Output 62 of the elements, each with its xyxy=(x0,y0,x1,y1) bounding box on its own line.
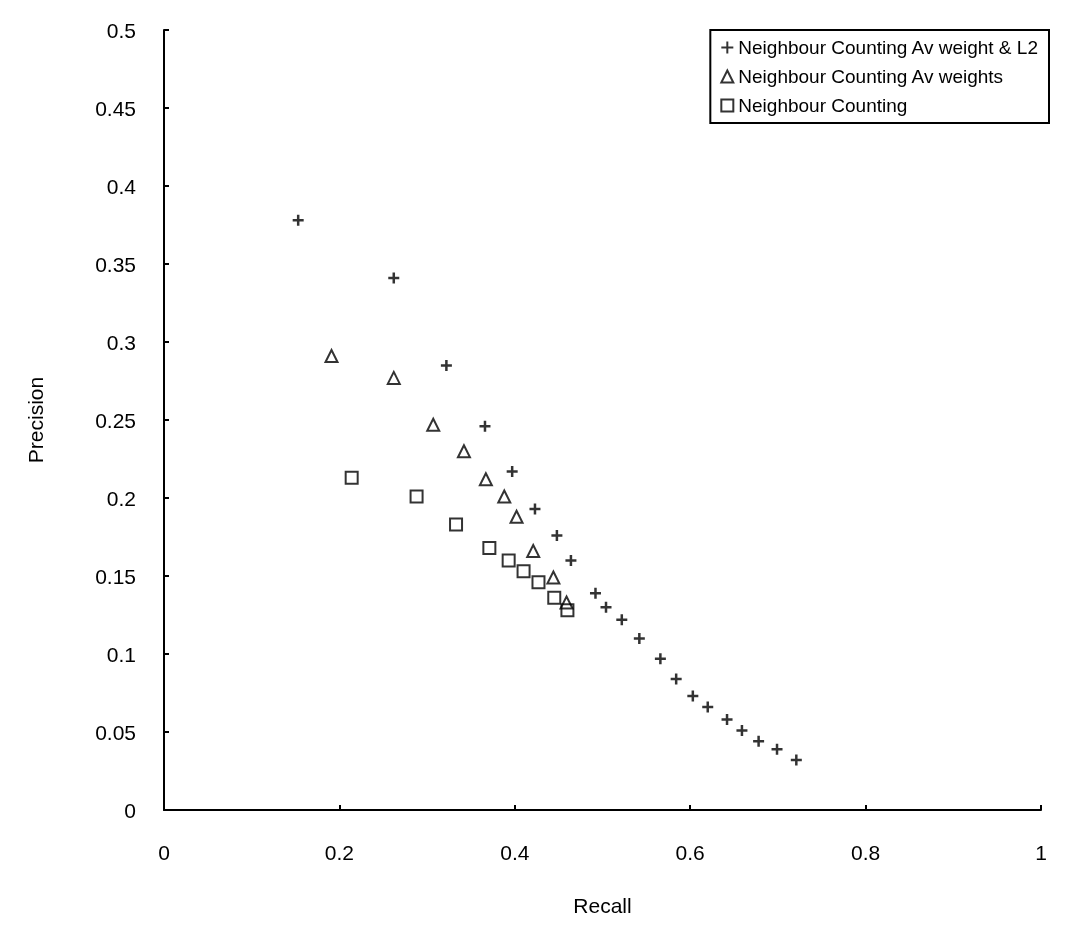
point xyxy=(449,517,464,532)
point xyxy=(735,723,749,738)
point xyxy=(387,271,401,285)
x-tick-label: 0.2 xyxy=(324,841,354,864)
y-tick-label: 0.05 xyxy=(95,720,136,744)
x-tick-label: 0.4 xyxy=(500,841,530,864)
point xyxy=(505,464,519,479)
x-tick-label: 1 xyxy=(1035,841,1047,864)
y-tick-label: 0.3 xyxy=(106,330,136,354)
point xyxy=(528,502,542,516)
point xyxy=(615,612,629,627)
point xyxy=(497,489,512,504)
y-tick-label: 0.1 xyxy=(106,642,136,666)
point xyxy=(546,570,561,585)
point xyxy=(291,213,305,228)
point xyxy=(550,528,564,543)
point xyxy=(509,509,524,524)
point xyxy=(751,734,766,749)
x-tick-label: 0.6 xyxy=(675,841,705,864)
y-tick-label: 0 xyxy=(124,798,136,822)
point xyxy=(456,444,471,459)
point xyxy=(653,651,668,666)
point xyxy=(564,553,578,568)
point xyxy=(526,544,541,559)
point xyxy=(409,489,424,504)
y-tick-label: 0.35 xyxy=(95,252,136,276)
point xyxy=(559,595,574,610)
point xyxy=(516,564,531,579)
point xyxy=(669,672,683,686)
point xyxy=(789,753,804,767)
y-tick-label: 0.4 xyxy=(106,174,137,198)
y-axis-title: Precision xyxy=(24,376,47,464)
point xyxy=(632,631,647,646)
point xyxy=(344,470,359,485)
y-tick-label: 0.45 xyxy=(95,96,136,120)
point xyxy=(599,600,613,614)
point xyxy=(478,419,492,433)
point xyxy=(439,358,454,373)
point xyxy=(700,700,715,714)
y-tick-label: 0.5 xyxy=(106,18,136,42)
point xyxy=(324,349,339,364)
x-axis-title: Recall xyxy=(573,894,632,917)
y-tick-label: 0.2 xyxy=(106,486,136,510)
point xyxy=(478,472,493,487)
point xyxy=(386,370,401,385)
x-tick-label: 0.8 xyxy=(851,841,881,864)
point xyxy=(426,417,441,432)
point xyxy=(720,712,734,727)
point xyxy=(547,590,562,605)
legend-label: Neighbour Counting Av weights xyxy=(738,66,1004,87)
legend-label: Neighbour Counting xyxy=(738,95,908,116)
point xyxy=(482,540,497,555)
x-tick-label: 0 xyxy=(158,841,170,864)
point xyxy=(531,575,546,590)
point xyxy=(686,689,700,703)
y-tick-label: 0.15 xyxy=(95,564,136,588)
point xyxy=(501,553,516,568)
legend-label: Neighbour Counting Av weight & L2 xyxy=(738,37,1038,58)
point xyxy=(770,742,784,756)
y-tick-label: 0.25 xyxy=(95,408,136,432)
point xyxy=(588,586,603,600)
point xyxy=(560,603,575,618)
